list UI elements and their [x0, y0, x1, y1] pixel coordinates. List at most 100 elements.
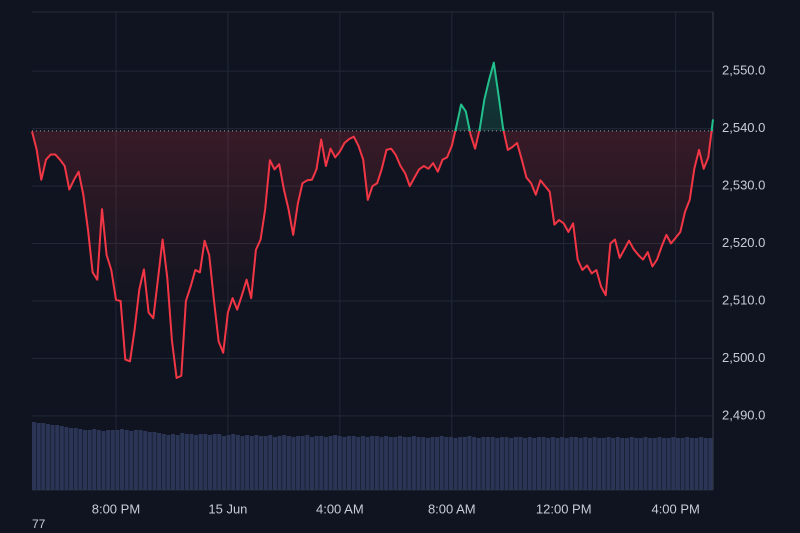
volume-bar — [574, 437, 579, 490]
volume-bar — [587, 438, 592, 490]
volume-bar — [69, 428, 74, 490]
volume-bar — [384, 436, 389, 490]
volume-bar — [323, 437, 328, 490]
volume-bar — [282, 435, 287, 490]
volume-bar — [337, 436, 342, 490]
volume-bar — [147, 432, 152, 490]
volume-bar — [476, 438, 481, 490]
volume-bar — [272, 437, 277, 490]
volume-bar — [662, 438, 667, 490]
volume-bar — [305, 435, 310, 490]
volume-bar — [666, 438, 671, 490]
x-tick-label: 8:00 PM — [92, 501, 140, 516]
volume-bar — [444, 437, 449, 490]
volume-bar — [397, 436, 403, 490]
volume-bar — [235, 435, 240, 490]
volume-bar — [208, 435, 213, 490]
volume-bar — [64, 427, 69, 490]
volume-bar — [221, 436, 226, 490]
volume-bar — [495, 438, 500, 490]
volume-bar — [458, 437, 463, 490]
volume-bar — [370, 436, 375, 490]
volume-bar — [328, 436, 333, 490]
volume-bar — [120, 429, 125, 490]
volume-bar — [96, 430, 101, 490]
volume-bar — [124, 430, 129, 490]
volume-bar — [194, 435, 199, 490]
volume-bar — [152, 432, 157, 490]
volume-bar — [175, 435, 180, 490]
volume-bar — [643, 437, 648, 490]
volume-bar — [411, 436, 416, 490]
volume-bar — [486, 437, 491, 490]
volume-bar — [180, 433, 185, 490]
volume-bar — [189, 434, 194, 490]
price-line — [31, 61, 714, 379]
volume-bar — [416, 437, 421, 490]
volume-bar — [259, 436, 264, 490]
volume-bar — [699, 437, 704, 490]
volume-bar — [425, 438, 430, 490]
volume-bar — [462, 437, 467, 490]
x-tick-label: 4:00 PM — [651, 501, 699, 516]
volume-bar — [629, 437, 634, 490]
volume-bar — [490, 437, 495, 490]
volume-bar — [402, 437, 407, 490]
volume-bar — [518, 437, 523, 490]
volume-bar — [675, 438, 680, 490]
volume-bar — [546, 438, 551, 490]
volume-bar — [606, 437, 611, 490]
volume-bar — [638, 438, 643, 490]
volume-bar — [286, 436, 291, 490]
volume-bar — [245, 435, 250, 490]
x-tick-label: 12:00 PM — [536, 501, 592, 516]
volume-bar — [170, 434, 176, 490]
volume-bar — [110, 430, 115, 490]
volume-bar — [161, 434, 166, 490]
volume-bar — [532, 438, 537, 490]
volume-bar — [453, 438, 458, 490]
volume-bar — [59, 426, 64, 490]
volume-bar — [430, 437, 435, 490]
x-tick-label: 4:00 AM — [316, 501, 364, 516]
volume-bar — [226, 435, 231, 490]
volume-bar — [231, 434, 236, 490]
y-tick-label: 2,550.0 — [722, 63, 765, 78]
volume-bar — [634, 438, 639, 490]
volume-bar — [439, 436, 444, 490]
volume-bar — [648, 438, 653, 490]
volume-bar — [87, 430, 92, 490]
volume-bar — [527, 437, 532, 490]
y-tick-label: 2,540.0 — [722, 120, 765, 135]
volume-bar — [82, 430, 87, 490]
volume-bar — [32, 422, 37, 490]
volume-bar — [467, 436, 472, 490]
volume-bar — [254, 435, 259, 490]
y-tick-label: 2,490.0 — [722, 407, 765, 422]
volume-bar — [92, 429, 97, 490]
volume-bar — [277, 436, 282, 490]
volume-bar — [694, 438, 699, 490]
volume-bar — [407, 437, 412, 490]
volume-bar — [435, 437, 440, 490]
y-tick-label: 2,520.0 — [722, 235, 765, 250]
volume-bar — [309, 437, 314, 490]
x-tick-label: 8:00 AM — [428, 501, 476, 516]
volume-bar — [78, 429, 83, 490]
volume-bar — [115, 430, 120, 490]
volume-bar — [671, 437, 676, 490]
volume-bar — [157, 433, 162, 490]
volume-bar — [374, 436, 379, 490]
volume-bar — [55, 425, 60, 490]
volume-bar — [393, 437, 398, 490]
volume-bar — [347, 436, 352, 490]
volume-bar — [217, 434, 222, 490]
volume-bar — [166, 435, 171, 490]
volume-bar — [184, 434, 189, 490]
volume-bar — [550, 437, 555, 490]
volume-bar — [106, 430, 111, 490]
volume-bar — [569, 437, 574, 490]
volume-bar — [657, 437, 662, 490]
